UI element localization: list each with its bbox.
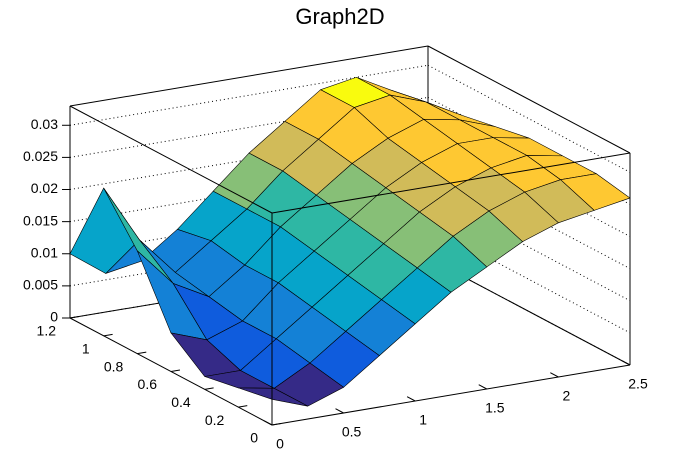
z-tick-label: 0	[50, 309, 58, 325]
x-tick	[621, 360, 631, 366]
y-tick	[238, 405, 248, 408]
x-tick-label: 2	[563, 388, 571, 404]
y-tick	[137, 351, 147, 355]
x-tick	[406, 396, 416, 402]
box-edge	[69, 45, 429, 107]
chart-title: Graph2D	[295, 4, 384, 29]
y-tick-label: 1	[82, 341, 90, 357]
box-edge	[427, 45, 631, 154]
y-tick-label: 0.8	[104, 358, 124, 374]
z-tick-label: 0.015	[23, 212, 58, 228]
y-tick	[170, 369, 181, 372]
y-tick	[204, 387, 214, 390]
y-tick-label: 0.6	[138, 376, 158, 392]
z-tick-label: 0.03	[31, 116, 58, 132]
grid-line	[69, 129, 429, 191]
z-tick-label: 0.02	[31, 180, 58, 196]
x-tick-label: 1	[419, 412, 427, 428]
grid-line	[69, 257, 429, 319]
x-tick	[550, 372, 559, 378]
y-tick-label: 0.4	[171, 394, 191, 410]
z-tick-label: 0.025	[23, 148, 58, 164]
x-tick-label: 2.5	[628, 376, 648, 392]
grid-line	[69, 161, 429, 223]
z-tick-label: 0.005	[23, 277, 58, 293]
x-tick	[335, 408, 344, 414]
surface-cell	[238, 387, 308, 407]
x-tick-label: 1.5	[485, 400, 505, 416]
y-tick-label: 0.2	[205, 412, 225, 428]
y-tick	[271, 423, 282, 426]
grid-line	[69, 64, 429, 126]
y-tick-label: 1.2	[37, 323, 57, 339]
grid-line	[69, 96, 429, 158]
x-tick	[478, 384, 488, 390]
box-edge	[69, 105, 273, 214]
x-tick	[263, 420, 273, 426]
y-tick-label: 0	[250, 430, 258, 446]
box-edge	[271, 152, 631, 214]
grid-line	[69, 225, 429, 287]
x-axis	[271, 364, 631, 426]
z-tick-label: 0.01	[31, 244, 58, 260]
x-tick-label: 0	[276, 436, 284, 452]
x-tick-label: 0.5	[342, 424, 362, 440]
y-tick	[69, 316, 80, 319]
y-tick	[103, 333, 113, 337]
